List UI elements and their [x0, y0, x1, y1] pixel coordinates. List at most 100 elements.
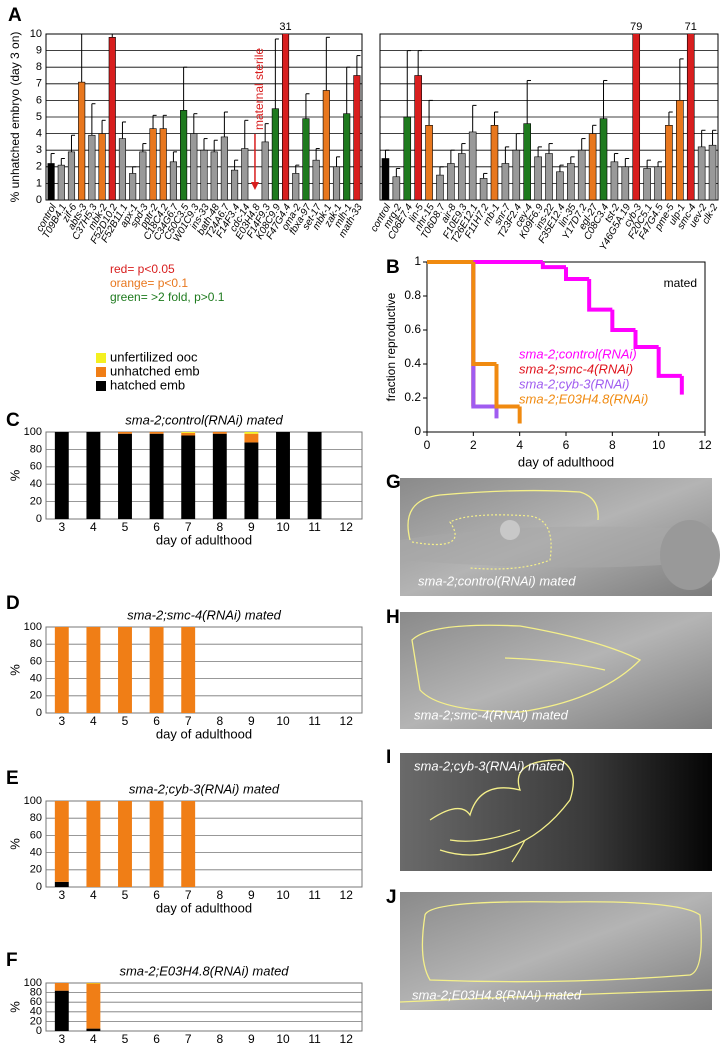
- y-tick-label: 7: [36, 78, 42, 90]
- significance-note: green= >2 fold, p>0.1: [110, 290, 225, 304]
- x-tick-label: 4: [90, 714, 97, 728]
- x-tick-label: 12: [340, 520, 354, 534]
- micrograph: sma-2;smc-4(RNAi) mated: [400, 612, 712, 729]
- y-tick-label: 60: [30, 996, 42, 1008]
- bar: [302, 118, 310, 200]
- x-tick-label: 3: [58, 520, 65, 534]
- bar: [676, 100, 684, 200]
- y-tick-label: 80: [30, 443, 42, 455]
- survival-step: [633, 330, 659, 349]
- image-caption: sma-2;cyb-3(RNAi) mated: [414, 758, 565, 773]
- y-tick-label: 1: [414, 254, 421, 268]
- outline: [449, 829, 526, 863]
- y-tick-label: 60: [30, 655, 42, 667]
- bar: [322, 90, 330, 200]
- bar-segment: [86, 432, 101, 519]
- x-tick-label: 7: [185, 714, 192, 728]
- bar: [200, 149, 208, 200]
- cell: [500, 520, 520, 540]
- outline: [407, 489, 599, 541]
- x-tick-label: 10: [276, 520, 290, 534]
- bar: [414, 75, 422, 200]
- bar: [436, 174, 444, 200]
- x-tick-label: 6: [153, 714, 160, 728]
- bar-segment: [149, 433, 164, 519]
- legend-swatch: [96, 353, 106, 363]
- image-caption: sma-2;control(RNAi) mated: [418, 573, 576, 588]
- panel-letter: G: [386, 472, 401, 493]
- y-tick-label: 0.2: [404, 390, 421, 404]
- y-tick-label: 9: [36, 45, 42, 57]
- bar: [392, 176, 401, 200]
- bar: [479, 178, 488, 200]
- x-tick-label: 10: [276, 1032, 290, 1046]
- x-tick-label: 9: [248, 1032, 255, 1046]
- bar: [149, 128, 157, 200]
- bar-segment: [54, 990, 69, 1031]
- bar: [220, 136, 228, 200]
- value-label: 79: [630, 21, 642, 33]
- annotation-arrowhead: [250, 182, 259, 190]
- x-tick-label: 10: [652, 438, 666, 452]
- legend-label: unhatched emb: [110, 363, 200, 378]
- bar: [599, 118, 608, 200]
- bar: [47, 163, 55, 200]
- y-tick-label: 0.6: [404, 322, 421, 336]
- bar-segment: [118, 432, 132, 434]
- bar-segment: [86, 627, 101, 713]
- bar: [139, 151, 147, 200]
- bar: [577, 149, 586, 200]
- x-axis-label: day of adulthood: [518, 454, 614, 469]
- y-tick-label: 80: [30, 987, 42, 999]
- x-tick-label: 8: [216, 1032, 223, 1046]
- x-tick-label: 5: [122, 888, 129, 902]
- bar: [98, 133, 106, 200]
- bar: [643, 168, 651, 200]
- survival-step: [540, 262, 566, 270]
- bar: [567, 163, 575, 200]
- bar-segment: [276, 432, 290, 519]
- micrograph: sma-2;control(RNAi) mated: [400, 478, 720, 596]
- value-label: 71: [685, 21, 697, 33]
- bar: [78, 81, 86, 200]
- panel-letter: C: [6, 410, 20, 431]
- survival-step: [587, 279, 613, 312]
- survival-step: [471, 262, 497, 409]
- panel-letters: A B C D E F G H I J: [6, 5, 401, 971]
- worm-body: [400, 526, 712, 568]
- significance-note: orange= p<0.1: [110, 276, 188, 290]
- bar: [312, 159, 320, 200]
- bar-segment: [181, 801, 196, 887]
- bar: [88, 134, 96, 200]
- outline: [421, 901, 702, 983]
- y-tick-label: 100: [24, 621, 42, 633]
- bar: [425, 125, 433, 200]
- survival-step: [656, 347, 682, 378]
- bar-segment: [118, 801, 132, 887]
- x-tick-label: 10: [276, 888, 290, 902]
- panel-letter: I: [386, 747, 391, 768]
- bar: [468, 131, 477, 200]
- bar: [190, 133, 198, 200]
- annotation: maternal sterile: [252, 48, 266, 130]
- bar: [231, 169, 239, 200]
- x-tick-label: 11: [308, 888, 321, 902]
- bar: [545, 153, 553, 200]
- bar-segment: [181, 432, 196, 433]
- x-tick-label: 7: [185, 1032, 192, 1046]
- bar: [534, 156, 542, 200]
- y-tick-label: 20: [30, 690, 42, 702]
- bar-segment: [181, 435, 196, 519]
- bar-segment: [54, 983, 69, 991]
- y-tick-label: 0: [414, 424, 421, 438]
- outline: [429, 759, 574, 856]
- outline: [411, 624, 642, 713]
- x-tick-label: 6: [153, 1032, 160, 1046]
- x-tick-label: 4: [90, 520, 97, 534]
- y-tick-label: 0.4: [404, 356, 421, 370]
- x-tick-label: 10: [276, 714, 290, 728]
- y-tick-label: 40: [30, 673, 42, 685]
- x-axis-label: day of adulthood: [156, 726, 252, 741]
- y-tick-label: 8: [36, 61, 42, 73]
- micrograph-image: [400, 753, 712, 871]
